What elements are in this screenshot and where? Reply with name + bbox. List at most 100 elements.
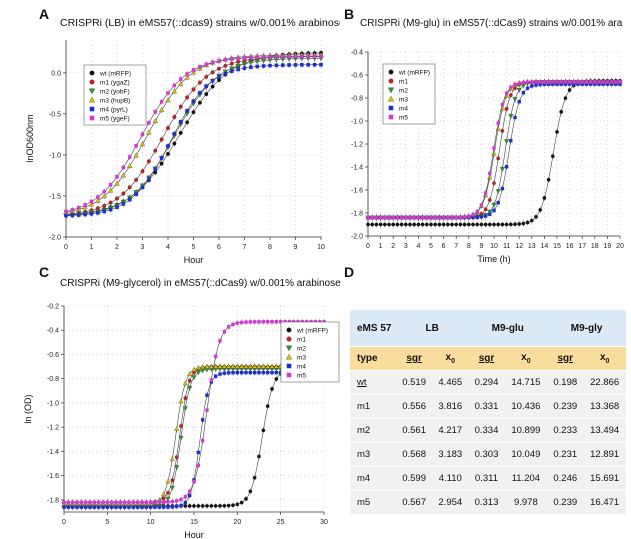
x-tick-label: 3 (141, 244, 145, 251)
x-tick-label: 7 (454, 243, 458, 250)
data-point (204, 92, 209, 97)
data-point (140, 185, 145, 190)
data-point (217, 66, 221, 71)
data-point (89, 70, 95, 76)
data-point (450, 215, 454, 220)
data-point (178, 398, 184, 404)
data-point (187, 504, 192, 508)
table-row: m1 0.556 3.816 0.331 10.436 0.239 13.368 (350, 394, 626, 419)
data-point (200, 504, 205, 508)
table-cell: 3.183 (432, 442, 469, 467)
data-point (185, 120, 190, 125)
data-point (420, 215, 425, 220)
data-point (391, 215, 395, 220)
data-point (191, 110, 196, 115)
y-tick-label: -0.6 (47, 352, 59, 359)
data-point (197, 100, 202, 105)
data-point (555, 130, 559, 134)
data-point (222, 503, 227, 508)
data-point (134, 144, 138, 148)
data-point (148, 500, 153, 504)
data-point (395, 215, 400, 220)
table-cell: 11.204 (504, 466, 548, 491)
data-point (89, 212, 94, 216)
data-point (191, 367, 197, 372)
data-point (235, 321, 240, 325)
data-point (235, 64, 241, 69)
data-point (217, 74, 221, 79)
data-point (287, 63, 291, 67)
data-point (172, 131, 177, 136)
data-point (492, 208, 496, 213)
data-point (509, 85, 513, 90)
data-point (170, 499, 175, 504)
y-tick-label: -0.5 (49, 111, 61, 118)
data-point (107, 187, 114, 193)
data-point (462, 222, 467, 227)
data-point (521, 221, 526, 226)
data-point (319, 62, 323, 67)
data-point (79, 505, 84, 509)
x-tick-label: 25 (277, 519, 285, 526)
row-type: m2 (350, 418, 396, 443)
data-point (95, 198, 101, 203)
data-point (471, 213, 475, 217)
data-point (513, 82, 517, 87)
data-point (121, 165, 126, 170)
data-point (148, 505, 153, 509)
data-point (416, 215, 421, 220)
data-point (185, 72, 189, 76)
data-point (172, 141, 177, 146)
group-m9-gly: M9-gly (547, 310, 626, 347)
x-axis-label: Hour (184, 255, 204, 265)
data-point (403, 222, 408, 227)
data-point (458, 215, 463, 220)
parameter-table: eMS 57 LB M9-glu M9-gly type sgr x0 sgr … (350, 310, 626, 515)
data-point (388, 78, 394, 84)
table-cell: 0.294 (468, 370, 505, 395)
data-point (70, 500, 75, 505)
data-point (195, 365, 201, 370)
data-point (239, 320, 244, 325)
data-point (261, 320, 266, 324)
data-point (255, 55, 260, 60)
data-point (209, 504, 214, 508)
data-point (108, 183, 113, 187)
data-point (285, 345, 293, 352)
table-cell: 0.567 (396, 490, 433, 515)
data-point (159, 156, 164, 160)
data-point (270, 320, 274, 324)
data-point (388, 69, 394, 75)
data-point (105, 500, 110, 505)
data-point (618, 80, 622, 84)
data-point (204, 62, 209, 67)
data-point (172, 83, 177, 88)
data-point (178, 77, 183, 81)
y-tick-label: -1.6 (351, 188, 363, 195)
data-point (261, 370, 266, 375)
data-point (89, 115, 95, 121)
x-tick-label: 10 (147, 519, 155, 526)
data-point (179, 503, 183, 508)
data-point (131, 500, 136, 505)
x-tick-label: 18 (591, 243, 599, 250)
y-tick-label: -1.4 (351, 165, 363, 172)
y-tick-label: -2.0 (49, 235, 61, 242)
data-point (265, 370, 270, 375)
data-point (109, 505, 114, 509)
legend-entry: m5 (297, 373, 306, 380)
data-point (273, 363, 279, 369)
data-point (96, 195, 100, 199)
data-point (182, 380, 188, 386)
data-point (131, 505, 136, 509)
data-point (229, 69, 234, 74)
data-point (178, 81, 184, 86)
data-point (198, 64, 202, 69)
x-tick-label: 5 (429, 243, 433, 250)
data-point (204, 364, 210, 369)
data-point (257, 454, 261, 459)
chart-title: CRISPRi (M9-glu) in eMS57(::dCas9) strai… (360, 18, 623, 29)
data-point (287, 54, 291, 59)
data-point (223, 63, 228, 68)
data-point (492, 222, 496, 227)
